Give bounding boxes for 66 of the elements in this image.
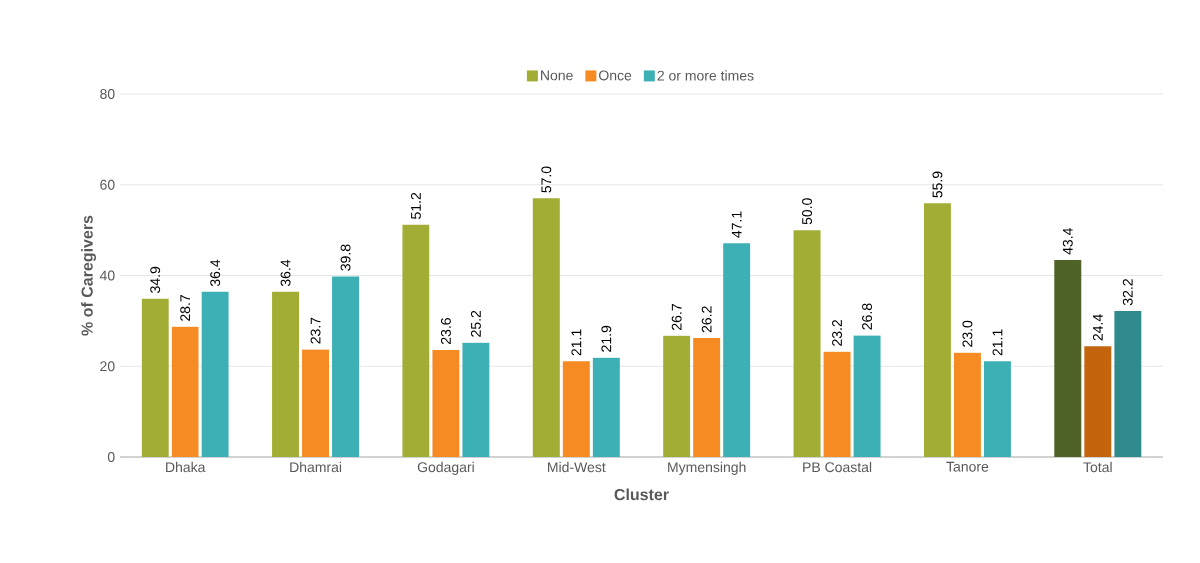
- data-label: 50.0: [802, 198, 813, 225]
- data-label: 23.7: [310, 317, 321, 344]
- bar: [923, 203, 951, 457]
- bar: [1084, 346, 1112, 457]
- x-tick-label: Mid-West: [548, 461, 606, 473]
- bar: [853, 335, 881, 457]
- bar: [532, 198, 560, 457]
- bar: [663, 335, 691, 457]
- data-label: 26.7: [671, 304, 682, 330]
- data-label: 21.1: [992, 329, 1003, 356]
- data-label: 21.9: [601, 325, 612, 352]
- data-label: 23.0: [962, 320, 973, 347]
- bar: [402, 224, 430, 457]
- data-label: 26.2: [701, 306, 712, 333]
- legend-label: 2 or more times: [657, 70, 754, 81]
- data-label: 26.8: [862, 303, 873, 330]
- x-tick-label: Dhaka: [166, 461, 206, 473]
- x-tick-label: Mymensingh: [668, 461, 746, 475]
- bar: [141, 298, 169, 457]
- data-label: 28.7: [180, 295, 191, 321]
- bar: [462, 342, 490, 457]
- y-tick-label: 60: [100, 179, 115, 190]
- data-label: 34.9: [150, 266, 161, 293]
- bar: [983, 361, 1011, 457]
- bar: [592, 357, 620, 457]
- bar: [823, 351, 851, 457]
- y-tick-label: 40: [99, 270, 115, 281]
- x-tick-label: Godagari: [417, 461, 474, 475]
- bar: [693, 338, 721, 457]
- y-tick-label: 20: [100, 361, 115, 372]
- x-axis-title: Cluster: [614, 488, 669, 501]
- x-tick-label: Tanore: [946, 461, 989, 472]
- bar: [793, 230, 821, 457]
- data-label: 55.9: [932, 171, 943, 198]
- bar: [723, 243, 751, 457]
- bar: [562, 361, 590, 457]
- data-label: 39.8: [340, 244, 351, 271]
- data-label: 32.2: [1122, 279, 1133, 306]
- data-label: 51.2: [410, 192, 421, 219]
- bar: [201, 291, 229, 457]
- data-label: 57.0: [541, 166, 552, 193]
- y-tick-label: 0: [107, 452, 115, 462]
- x-tick-label: Total: [1083, 461, 1112, 473]
- bar: [1114, 310, 1142, 457]
- data-label: 47.1: [731, 211, 742, 238]
- x-tick-label: Dhamrai: [290, 461, 342, 473]
- bar: [1054, 260, 1082, 457]
- y-tick-label: 80: [100, 89, 115, 99]
- data-label: 36.4: [210, 259, 221, 287]
- bar: [302, 349, 330, 457]
- y-axis-title: % of Caregivers: [81, 215, 97, 336]
- bar: [432, 349, 460, 457]
- x-tick-label: PB Coastal: [803, 461, 872, 473]
- bar: [171, 326, 199, 457]
- bar: [332, 276, 360, 457]
- data-label: 23.2: [832, 319, 843, 346]
- data-label: 24.4: [1092, 314, 1103, 341]
- data-label: 21.1: [571, 329, 582, 356]
- data-label: 43.4: [1062, 228, 1073, 255]
- legend-label: Once: [599, 70, 632, 81]
- legend-label: None: [541, 70, 573, 81]
- bar: [953, 352, 981, 457]
- data-label: 36.4: [280, 259, 291, 287]
- data-label: 23.6: [440, 318, 451, 345]
- data-label: 25.2: [470, 310, 481, 337]
- bar: [272, 291, 300, 457]
